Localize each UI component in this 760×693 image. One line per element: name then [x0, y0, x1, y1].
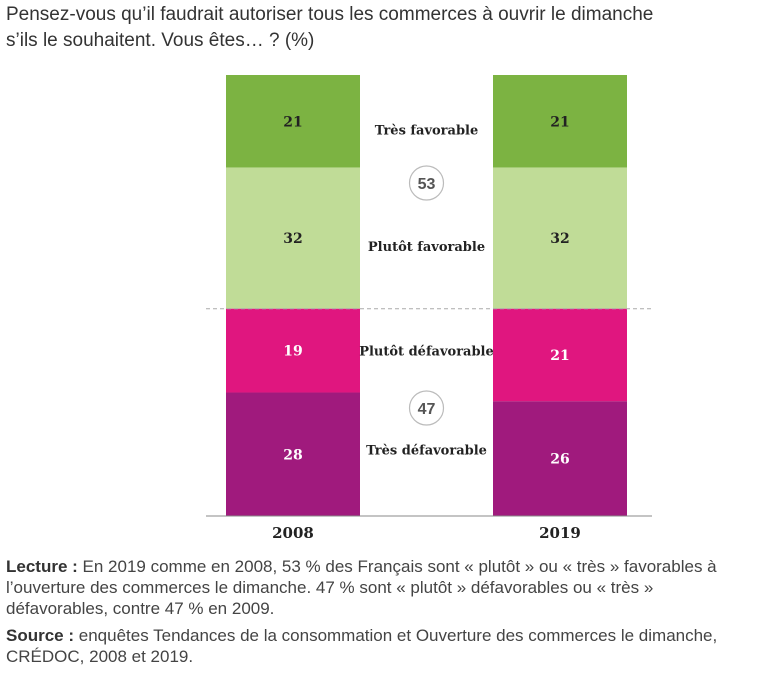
data-label-2019-plutot-favorable: 32 [550, 231, 569, 247]
bar-2008-tres-defavorable [226, 392, 360, 516]
bar-2008-plutot-favorable [226, 167, 360, 309]
bar-2019-tres-favorable [493, 75, 627, 168]
data-label-2008-plutot-favorable: 32 [283, 231, 302, 247]
chart-notes: Lecture : En 2019 comme en 2008, 53 % de… [6, 556, 754, 673]
series-label-tres-defavorable: Très défavorable [366, 443, 487, 458]
bar-2019-plutot-defavorable [493, 308, 627, 402]
bar-2008-plutot-defavorable [226, 308, 360, 393]
stacked-bar-chart: 21 32 19 28 21 32 21 26 2008 2019 Très favorable Pl… [206, 75, 652, 542]
series-label-tres-favorable: Très favorable [375, 123, 479, 138]
x-tick-label-2008: 2008 [272, 524, 314, 542]
lecture-text: En 2019 comme en 2008, 53 % des Français… [6, 557, 717, 618]
total-label-favorable: 53 [418, 176, 436, 193]
series-label-plutot-favorable: Plutôt favorable [368, 240, 485, 255]
x-tick-label-2019: 2019 [539, 524, 581, 542]
series-label-plutot-defavorable: Plutôt défavorable [359, 345, 494, 360]
source-label: Source : [6, 626, 75, 645]
bar-2019-plutot-favorable [493, 167, 627, 309]
bar-2019-tres-defavorable [493, 401, 627, 516]
total-label-defavorable: 47 [418, 401, 436, 418]
bar-2008-tres-favorable [226, 75, 360, 168]
data-label-2008-tres-defavorable: 28 [283, 447, 302, 463]
source-text: enquêtes Tendances de la consommation et… [6, 626, 718, 666]
data-label-2019-tres-favorable: 21 [550, 114, 569, 130]
chart-title: Pensez-vous qu’il faudrait autoriser tou… [6, 2, 746, 54]
lecture-note: Lecture : En 2019 comme en 2008, 53 % de… [6, 556, 754, 619]
total-circle-favorable [408, 165, 445, 201]
lecture-label: Lecture : [6, 557, 78, 576]
data-label-2008-plutot-defavorable: 19 [283, 344, 302, 360]
data-label-2019-tres-defavorable: 26 [550, 452, 569, 468]
total-circle-defavorable [408, 390, 445, 426]
data-label-2019-plutot-defavorable: 21 [550, 348, 569, 364]
chart-title-line-2: s’ils le souhaitent. Vous êtes… ? (%) [6, 30, 315, 51]
chart-title-line-1: Pensez-vous qu’il faudrait autoriser tou… [6, 4, 654, 25]
data-label-2008-tres-favorable: 21 [283, 114, 302, 130]
source-note: Source : enquêtes Tendances de la consom… [6, 625, 754, 667]
